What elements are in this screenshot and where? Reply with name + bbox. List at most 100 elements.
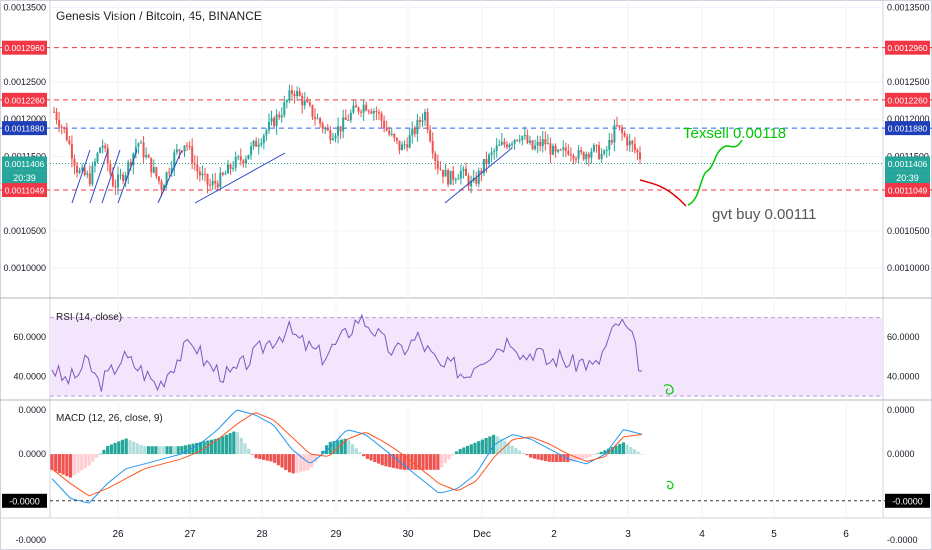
candle[interactable] [73, 154, 76, 175]
candle[interactable] [316, 113, 319, 120]
candle[interactable] [255, 137, 258, 147]
candle[interactable] [567, 144, 570, 156]
candle[interactable] [621, 124, 624, 141]
candle[interactable] [503, 137, 506, 148]
candle[interactable] [575, 156, 578, 163]
candle[interactable] [536, 135, 539, 154]
candle[interactable] [311, 104, 314, 120]
candle[interactable] [201, 165, 204, 181]
candle[interactable] [441, 169, 444, 184]
projection-lines[interactable] [639, 139, 743, 207]
candle[interactable] [416, 113, 419, 142]
candles[interactable] [53, 84, 641, 197]
candle[interactable] [375, 106, 378, 120]
candle[interactable] [377, 108, 380, 120]
candle[interactable] [157, 175, 160, 185]
candle[interactable] [247, 154, 250, 160]
candle[interactable] [122, 171, 125, 185]
candle[interactable] [209, 178, 212, 189]
candle[interactable] [608, 132, 611, 157]
candle[interactable] [270, 110, 273, 126]
candle[interactable] [488, 152, 491, 168]
trend-line[interactable] [117, 149, 138, 204]
candle[interactable] [306, 96, 309, 103]
candle[interactable] [257, 138, 260, 155]
candle[interactable] [239, 148, 242, 166]
candle[interactable] [175, 143, 178, 155]
candle[interactable] [383, 115, 386, 133]
candle[interactable] [467, 172, 470, 191]
candle[interactable] [99, 146, 102, 154]
candle[interactable] [401, 141, 404, 151]
candle[interactable] [385, 120, 388, 132]
candle[interactable] [150, 157, 153, 178]
candle[interactable] [631, 139, 634, 152]
candle[interactable] [526, 129, 529, 145]
candle[interactable] [106, 144, 109, 172]
candle[interactable] [250, 142, 253, 160]
candle[interactable] [53, 106, 55, 113]
candle[interactable] [242, 158, 245, 168]
candle[interactable] [439, 161, 442, 171]
candle[interactable] [357, 106, 360, 115]
candle[interactable] [546, 134, 549, 145]
candle[interactable] [155, 166, 158, 179]
macd-pane[interactable] [50, 409, 932, 504]
candle[interactable] [76, 161, 79, 178]
candle[interactable] [275, 109, 278, 135]
candle[interactable] [170, 160, 173, 177]
candle[interactable] [227, 159, 230, 174]
candle[interactable] [362, 99, 365, 122]
candle[interactable] [127, 159, 130, 184]
candle[interactable] [88, 165, 91, 187]
candle[interactable] [86, 170, 89, 179]
candle[interactable] [191, 138, 194, 170]
candle[interactable] [214, 173, 217, 190]
candle[interactable] [516, 139, 519, 142]
candle[interactable] [636, 148, 639, 160]
macd-signal-line[interactable] [51, 412, 643, 497]
candle[interactable] [347, 114, 350, 121]
candle[interactable] [65, 122, 68, 142]
candle[interactable] [429, 125, 432, 144]
candle[interactable] [569, 147, 572, 162]
candle[interactable] [198, 166, 201, 182]
candle[interactable] [495, 138, 498, 158]
candle[interactable] [186, 142, 189, 151]
candle[interactable] [598, 141, 601, 161]
candle[interactable] [211, 173, 214, 190]
candle[interactable] [549, 137, 552, 164]
candle[interactable] [308, 99, 311, 108]
candle[interactable] [528, 135, 531, 146]
candle[interactable] [444, 164, 447, 177]
candle[interactable] [628, 133, 631, 152]
candle[interactable] [457, 173, 460, 180]
candle[interactable] [408, 128, 411, 149]
candle[interactable] [615, 116, 618, 128]
candle[interactable] [321, 121, 324, 134]
candle[interactable] [196, 155, 199, 180]
candle[interactable] [314, 108, 317, 126]
candle[interactable] [96, 151, 99, 164]
candle[interactable] [449, 170, 452, 185]
candle[interactable] [505, 141, 508, 150]
candle[interactable] [544, 131, 547, 151]
candle[interactable] [168, 167, 171, 177]
candle[interactable] [482, 159, 485, 177]
projection-up-line[interactable] [687, 139, 743, 206]
candle[interactable] [587, 152, 590, 167]
candle[interactable] [160, 178, 163, 197]
candle[interactable] [296, 86, 299, 101]
candle[interactable] [613, 119, 616, 152]
candle[interactable] [119, 168, 122, 180]
candle[interactable] [58, 112, 61, 133]
candle[interactable] [431, 132, 434, 159]
macd-histogram[interactable] [50, 431, 644, 478]
candle[interactable] [500, 132, 503, 146]
candle[interactable] [145, 147, 148, 160]
candle[interactable] [267, 113, 270, 134]
candle[interactable] [285, 98, 288, 109]
candle[interactable] [551, 143, 554, 156]
candle[interactable] [600, 148, 603, 163]
